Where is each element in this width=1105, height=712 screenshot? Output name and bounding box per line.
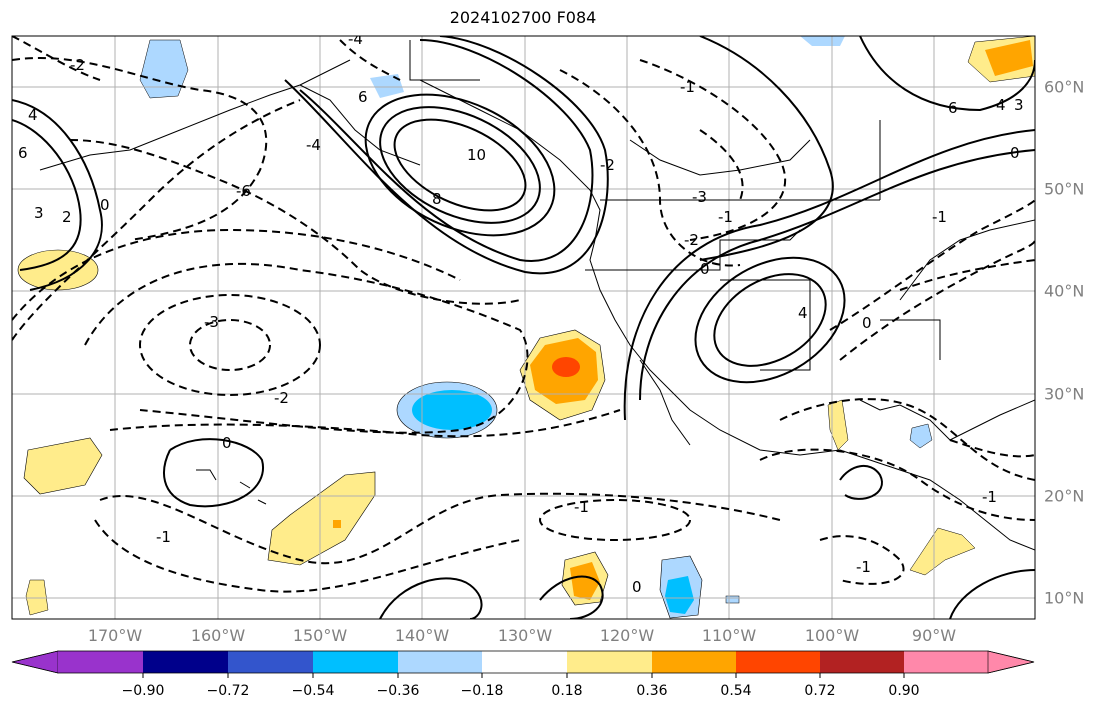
colorbar-tick-label: 0.18 [551, 683, 583, 699]
contour-label: -1 [856, 558, 871, 576]
lat-label: 50°N [1044, 179, 1085, 199]
lat-label: 10°N [1044, 588, 1085, 608]
colorbar [11, 650, 1035, 678]
contour-label: 0 [100, 196, 110, 214]
shade-blue-coast [370, 74, 404, 98]
colorbar-tick-label: −0.72 [206, 683, 250, 699]
contour-label: 0 [222, 434, 232, 452]
contour-label: -6 [236, 182, 251, 200]
contour-label: -2 [274, 389, 289, 407]
colorbar-tick-label: 0.54 [720, 683, 752, 699]
contour-label: 2 [62, 208, 72, 226]
contour-label: -1 [932, 208, 947, 226]
contour-label: -2 [600, 156, 615, 174]
lon-label: 110°W [701, 626, 757, 645]
colorbar-tick-label: 0.36 [636, 683, 668, 699]
shade-orange-south [570, 562, 600, 600]
contour-labels: -2 4 6 3 2 0 -6 -3 -2 0 -1 -4 10 8 6 -4 … [18, 30, 1024, 596]
colorbar-bin [736, 651, 820, 673]
contour-label: 4 [996, 96, 1006, 114]
contour-label: 3 [1014, 96, 1024, 114]
lat-label: 20°N [1044, 486, 1085, 506]
colorbar-tick-label: −0.54 [291, 683, 335, 699]
colorbar-bin [904, 651, 988, 673]
contour-label: 0 [862, 314, 872, 332]
shade-yellow-band [267, 471, 376, 566]
colorbar-bin [228, 651, 313, 673]
contour-label: -3 [204, 313, 219, 331]
contour-label: 4 [28, 106, 38, 124]
shade-orange-speck [333, 520, 341, 528]
colorbar-bin [143, 651, 228, 673]
colorbar-bin [58, 651, 143, 673]
colorbar-max-extend [987, 650, 1035, 674]
contours-dashed [12, 36, 1035, 593]
contour-label: 4 [798, 304, 808, 322]
contour-label: -4 [348, 30, 363, 48]
colorbar-bin [398, 651, 482, 673]
contour-label: -2 [684, 231, 699, 249]
lon-label: 170°W [87, 626, 143, 645]
colorbar-tick-label: −0.36 [376, 683, 420, 699]
contour-label: -1 [574, 498, 589, 516]
colorbar-ticks [142, 673, 905, 678]
contour-label: -1 [156, 528, 171, 546]
colorbar-bin [313, 651, 398, 673]
contour-label: 6 [948, 99, 958, 117]
shade-yellow-central-am [909, 527, 976, 576]
lon-label: 120°W [599, 626, 655, 645]
shade-blue-alaska [139, 39, 189, 99]
contour-label: -3 [692, 188, 707, 206]
lon-label: 130°W [497, 626, 553, 645]
shade-yellow-gulf [827, 399, 849, 451]
shade-blue-low-inner [412, 390, 492, 430]
lat-label: 40°N [1044, 281, 1085, 301]
colorbar-bin [567, 651, 652, 673]
contour-label: 0 [700, 260, 710, 278]
chart-title: 2024102700 F084 [449, 8, 597, 27]
shade-blue-gulf [909, 423, 933, 449]
colorbar-tick-label: 0.72 [804, 683, 836, 699]
shade-blue-top [800, 36, 845, 46]
colorbar-tick-label: 0.90 [888, 683, 920, 699]
contour-label: -1 [718, 208, 733, 226]
contour-label: 10 [467, 146, 486, 164]
shaded-fields [17, 36, 1035, 619]
shade-cyan-south [665, 576, 694, 614]
colorbar-outline [11, 650, 1035, 674]
lon-label: 140°W [394, 626, 450, 645]
shade-yellow-hawaii-west [23, 437, 103, 495]
contour-label: 6 [18, 144, 28, 162]
contour-label: -4 [306, 136, 321, 154]
lon-label: 160°W [190, 626, 246, 645]
map-border [11, 35, 1036, 620]
lat-label: 30°N [1044, 384, 1085, 404]
contour-label: 0 [632, 578, 642, 596]
colorbar-tick-label: −0.90 [121, 683, 165, 699]
contour-label: 8 [432, 190, 442, 208]
contours-solid [12, 36, 1035, 619]
lon-label: 90°W [911, 626, 957, 645]
contour-label: 6 [358, 88, 368, 106]
colorbar-bin [652, 651, 736, 673]
contour-label: 3 [34, 204, 44, 222]
shade-orange-ne [985, 40, 1033, 76]
contour-label: -1 [982, 488, 997, 506]
colorbar-min-extend [11, 650, 59, 674]
shade-red-center [552, 357, 580, 377]
contour-label: -2 [70, 56, 85, 74]
contour-label: -1 [680, 78, 695, 96]
shade-yellow-west [17, 249, 99, 291]
lon-label: 150°W [292, 626, 348, 645]
colorbar-tick-label: −0.18 [460, 683, 504, 699]
colorbar-bin [482, 651, 567, 673]
lon-label: 100°W [804, 626, 860, 645]
lat-label: 60°N [1044, 77, 1085, 97]
shade-blue-speck [725, 595, 740, 604]
contour-label: 0 [1010, 144, 1020, 162]
colorbar-bin [820, 651, 904, 673]
